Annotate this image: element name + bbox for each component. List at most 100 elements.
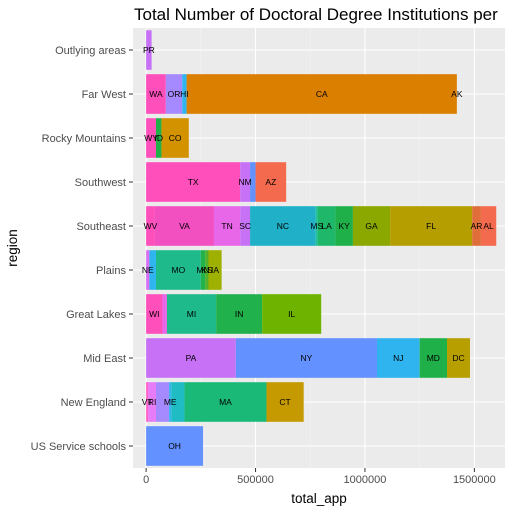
segment-label-me: ME (164, 397, 177, 407)
segment-label-ma: MA (219, 397, 232, 407)
bar-segment-wi (146, 294, 163, 334)
x-tick-label: 1500000 (453, 474, 496, 486)
bar-segment-ma (184, 382, 267, 422)
segment-label-al: AL (483, 221, 494, 231)
chart-title: Total Number of Doctoral Degree Institut… (134, 5, 498, 24)
bar-segment-unlabeled (155, 382, 170, 422)
y-tick-label: Outlying areas (55, 45, 126, 57)
bar-segment-id (155, 118, 162, 158)
bar-segment-il (262, 294, 322, 334)
bar-segment-unlabeled (250, 162, 256, 202)
segment-label-or: OR (168, 89, 181, 99)
segment-label-co: CO (169, 133, 182, 143)
bar-segment-or (165, 74, 183, 114)
bar-segment-ga (352, 206, 391, 246)
segment-label-mo: MO (172, 265, 186, 275)
segment-label-ak: AK (451, 89, 463, 99)
x-axis-ticks: 0 500000 1000000 1500000 (143, 468, 496, 486)
bar-segment-ms (315, 206, 318, 246)
bar-segment-va (154, 206, 214, 246)
bar-segment-ne (146, 250, 150, 290)
y-axis-ticks: US Service schools New England Mid East Gre… (31, 45, 133, 453)
segment-label-tx: TX (188, 177, 199, 187)
bar-segment-nm (240, 162, 251, 202)
bar-segment-ct (266, 382, 304, 422)
segment-label-ct: CT (279, 397, 290, 407)
bar-segment-vt (146, 382, 149, 422)
segment-label-ms: MS (310, 221, 323, 231)
segment-label-ky: KY (338, 221, 350, 231)
y-tick-label: US Service schools (31, 441, 127, 453)
segment-label-dc: DC (452, 353, 464, 363)
bar-segment-wy (146, 118, 156, 158)
bar-segment-co (161, 118, 189, 158)
bar-segment-ri (148, 382, 156, 422)
segment-label-pa: PA (186, 353, 197, 363)
segment-label-la: LA (321, 221, 332, 231)
x-tick-label: 500000 (237, 474, 274, 486)
segment-label-ga: GA (365, 221, 378, 231)
y-tick-label: Plains (96, 265, 126, 277)
bar-segment-ia (208, 250, 222, 290)
bar-segment-md (419, 338, 448, 378)
segment-label-va: VA (179, 221, 190, 231)
segment-label-mi: MI (187, 309, 196, 319)
bar-segment-in (216, 294, 263, 334)
segment-label-nm: NM (239, 177, 252, 187)
bar-segment-ar (472, 206, 481, 246)
segment-label-md: MD (427, 353, 440, 363)
bar-segment-ca (186, 74, 457, 114)
bar-segment-unlabeled (162, 294, 167, 334)
segment-label-il: IL (288, 309, 295, 319)
segment-label-wy: WY (144, 133, 158, 143)
bar-segment-nj (376, 338, 420, 378)
segment-label-oh: OH (168, 441, 181, 451)
segment-label-vt: VT (142, 397, 153, 407)
bar-segment-al (480, 206, 497, 246)
bar-segment-ny (235, 338, 377, 378)
segment-label-in: IN (235, 309, 244, 319)
bar-segment-tn (213, 206, 241, 246)
bar-segment-mi (166, 294, 217, 334)
segment-label-ne: NE (142, 265, 154, 275)
bar-segment-tx (146, 162, 241, 202)
y-tick-label: Far West (82, 89, 126, 101)
bar-segment-unlabeled (149, 250, 156, 290)
segment-label-wv: WV (144, 221, 158, 231)
bar-segment-la (317, 206, 336, 246)
segment-label-wa: WA (149, 89, 163, 99)
bar-segment-pr (146, 30, 152, 70)
y-tick-label: New England (61, 397, 126, 409)
bar-segment-me (169, 382, 172, 422)
segment-label-ny: NY (301, 353, 313, 363)
segment-label-ks: KS (201, 265, 213, 275)
bar-segment-hi (182, 74, 187, 114)
segment-label-nc: NC (277, 221, 289, 231)
segment-label-fl: FL (426, 221, 436, 231)
bar-segment-ky (335, 206, 353, 246)
segment-label-nj: NJ (393, 353, 403, 363)
y-tick-label: Southwest (75, 177, 126, 189)
bar-segment-mo (155, 250, 201, 290)
segment-label-az: AZ (265, 177, 276, 187)
y-axis-title: region (5, 229, 20, 267)
bar-segment-wa (146, 74, 166, 114)
bar-segment-wv (146, 206, 155, 246)
segment-label-tn: TN (221, 221, 232, 231)
bar-segment-oh (146, 426, 204, 466)
segment-label-sc: SC (239, 221, 251, 231)
segment-label-ri: RI (148, 397, 157, 407)
segment-label-id: ID (154, 133, 163, 143)
bar-segment-sc (240, 206, 251, 246)
bar-segment-nc (250, 206, 316, 246)
bar-segment-ks (205, 250, 209, 290)
bar-segment-pa (146, 338, 236, 378)
x-tick-label: 0 (143, 474, 149, 486)
x-axis-title: total_app (291, 491, 347, 506)
y-tick-label: Great Lakes (66, 309, 126, 321)
y-tick-label: Southeast (76, 221, 126, 233)
segment-label-ca: CA (316, 89, 328, 99)
segment-label-ar: AR (471, 221, 483, 231)
